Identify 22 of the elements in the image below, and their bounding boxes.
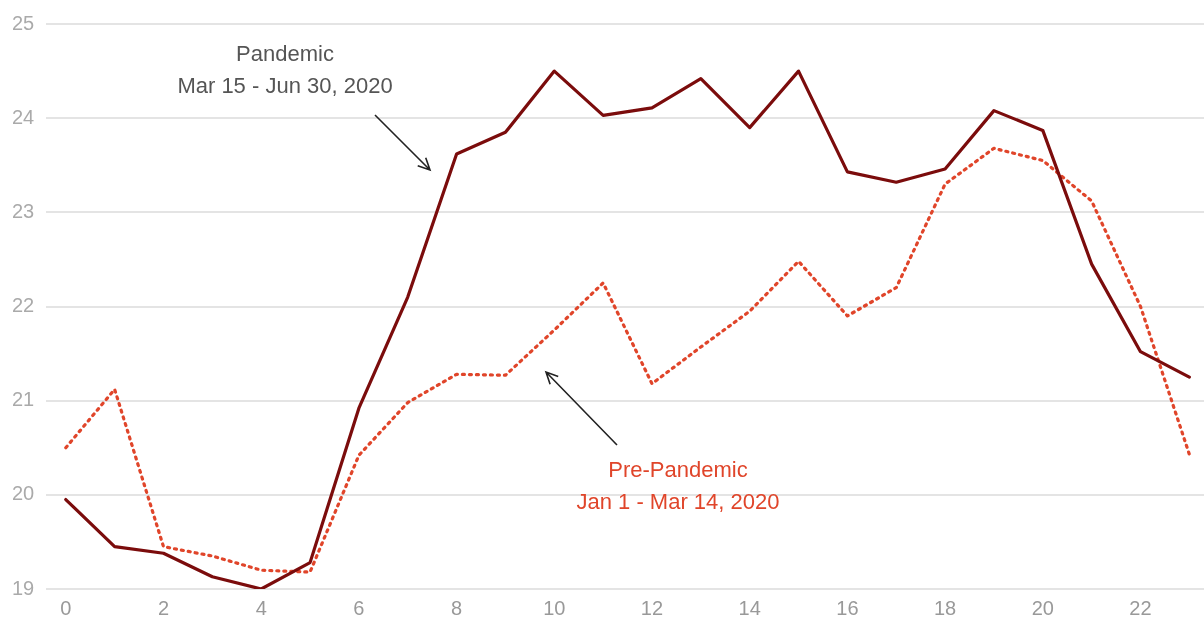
y-tick-label: 20 — [12, 482, 35, 505]
x-tick-label: 6 — [353, 596, 365, 619]
y-tick-label: 24 — [12, 105, 35, 128]
x-tick-label: 22 — [1129, 596, 1152, 619]
y-tick-label: 21 — [12, 388, 35, 411]
x-tick-label: 8 — [451, 596, 463, 619]
x-tick-label: 16 — [836, 596, 859, 619]
line-series — [64, 146, 1191, 574]
x-tick-label: 14 — [738, 596, 761, 619]
annotation: Pandemic Mar 15 - Jun 30, 2020 — [177, 41, 393, 99]
x-tick-label: 2 — [157, 596, 170, 619]
x-tick-label: 10 — [543, 596, 566, 619]
x-tick-label: 12 — [640, 596, 664, 619]
x-tick-label: 4 — [255, 596, 267, 619]
x-tick-label: 20 — [1031, 596, 1054, 619]
y-tick-label: 22 — [12, 294, 35, 317]
y-tick-label: 23 — [12, 199, 35, 222]
x-tick-label: 0 — [60, 596, 72, 619]
y-tick-label: 19 — [12, 576, 35, 599]
y-tick-label: 25 — [12, 11, 35, 34]
annotation: Pre-Pandemic Jan 1 - Mar 14, 2020 — [576, 457, 780, 515]
x-tick-label: 18 — [933, 596, 957, 619]
